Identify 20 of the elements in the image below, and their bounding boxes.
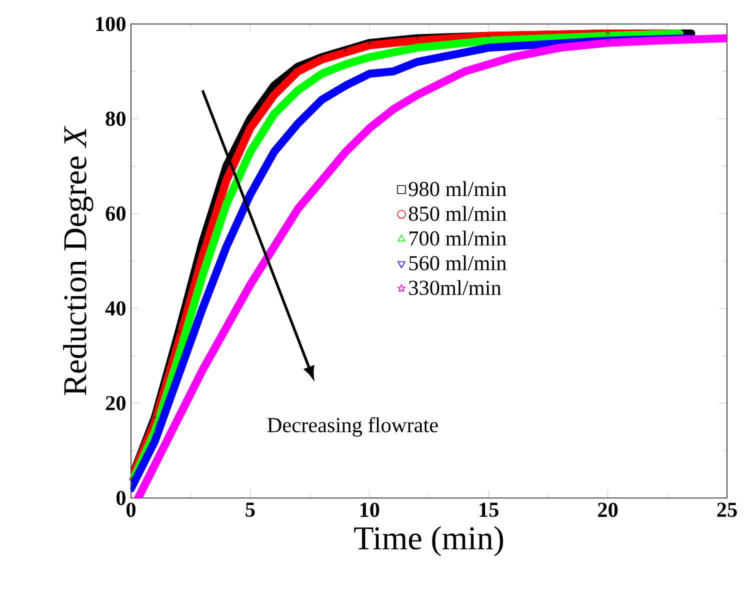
- x-tick-label: 10: [360, 502, 380, 518]
- x-axis-title: Time (min): [354, 526, 504, 556]
- y-tick-label: 100: [96, 16, 126, 32]
- y-tick-label: 20: [106, 396, 126, 410]
- y-tick-label: 0: [116, 490, 126, 506]
- x-tick-label: 20: [598, 502, 618, 518]
- legend-label: 330ml/min: [409, 280, 502, 296]
- annotation: Decreasing flowrate: [267, 417, 438, 437]
- y-tick-label: 40: [105, 301, 126, 316]
- x-tick-label: 5: [246, 502, 255, 517]
- legend-label: 980 ml/min: [408, 181, 506, 196]
- y-tick-label: 60: [106, 206, 126, 221]
- x-tick-label: 0: [126, 502, 136, 518]
- legend-label: 850 ml/min: [408, 206, 506, 221]
- y-tick-label: 80: [106, 112, 126, 126]
- legend-label: 560 ml/min: [409, 255, 506, 270]
- x-tick-label: 15: [480, 502, 498, 517]
- y-axis-title: Reduction Degree X: [63, 126, 94, 396]
- legend-label: 700 ml/min: [410, 230, 506, 246]
- x-tick-label: 25: [717, 502, 737, 517]
